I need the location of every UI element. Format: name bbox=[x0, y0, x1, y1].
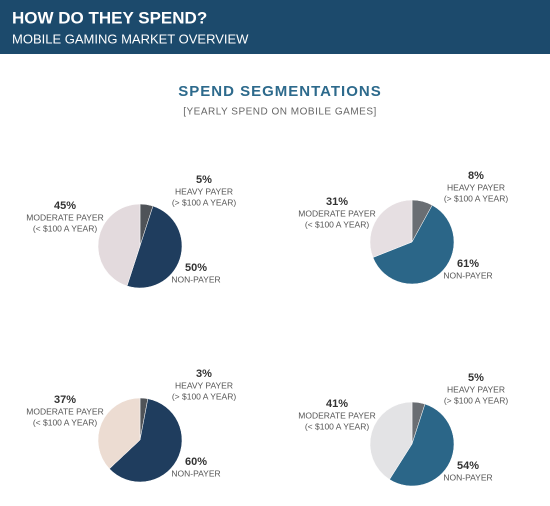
slice-description: (< $100 A YEAR) bbox=[305, 219, 370, 229]
pie-slice bbox=[126, 205, 183, 289]
slice-name: MODERATE PAYER bbox=[26, 212, 103, 222]
slice-percent: 41% bbox=[326, 398, 348, 410]
slice-percent: 45% bbox=[54, 200, 76, 212]
slice-percent: 60% bbox=[185, 456, 207, 468]
slice-name: HEAVY PAYER bbox=[447, 384, 505, 394]
slice-percent: 37% bbox=[54, 394, 76, 406]
slice-percent: 61% bbox=[457, 258, 479, 270]
slice-name: HEAVY PAYER bbox=[175, 380, 233, 390]
slice-description: (> $100 A YEAR) bbox=[172, 391, 237, 401]
header-subtitle: MOBILE GAMING MARKET OVERVIEW bbox=[12, 31, 249, 46]
slice-percent: 54% bbox=[457, 460, 479, 472]
slice-percent: 31% bbox=[326, 196, 348, 208]
pie-slice bbox=[97, 397, 141, 470]
slice-percent: 50% bbox=[185, 262, 207, 274]
section-title: SPEND SEGMENTATIONS bbox=[178, 83, 381, 100]
slice-name: HEAVY PAYER bbox=[175, 186, 233, 196]
slice-percent: 3% bbox=[196, 368, 212, 380]
header-title: HOW DO THEY SPEND? bbox=[12, 8, 207, 27]
pie-slice bbox=[372, 204, 455, 285]
slice-name: MODERATE PAYER bbox=[26, 406, 103, 416]
header-bar bbox=[0, 0, 550, 54]
slice-name: MODERATE PAYER bbox=[298, 208, 375, 218]
slice-description: (< $100 A YEAR) bbox=[33, 417, 98, 427]
slice-percent: 5% bbox=[468, 372, 484, 384]
slice-name: HEAVY PAYER bbox=[447, 182, 505, 192]
pie-slice bbox=[369, 401, 413, 480]
slice-description: (< $100 A YEAR) bbox=[33, 223, 98, 233]
slice-description: (> $100 A YEAR) bbox=[172, 197, 237, 207]
slice-name: NON-PAYER bbox=[171, 468, 220, 478]
slice-description: (< $100 A YEAR) bbox=[305, 421, 370, 431]
slice-description: (> $100 A YEAR) bbox=[444, 395, 509, 405]
slice-name: NON-PAYER bbox=[171, 274, 220, 284]
slice-name: MODERATE PAYER bbox=[298, 410, 375, 420]
pie-slice bbox=[369, 199, 413, 258]
pie-slice bbox=[97, 203, 141, 287]
slice-name: NON-PAYER bbox=[443, 270, 492, 280]
pie-slice bbox=[109, 398, 183, 483]
section-subtitle: [YEARLY SPEND ON MOBILE GAMES] bbox=[183, 107, 377, 118]
slice-percent: 5% bbox=[196, 174, 212, 186]
slice-percent: 8% bbox=[468, 170, 484, 182]
slice-description: (> $100 A YEAR) bbox=[444, 193, 509, 203]
slice-name: NON-PAYER bbox=[443, 472, 492, 482]
pie-slice bbox=[389, 403, 455, 487]
